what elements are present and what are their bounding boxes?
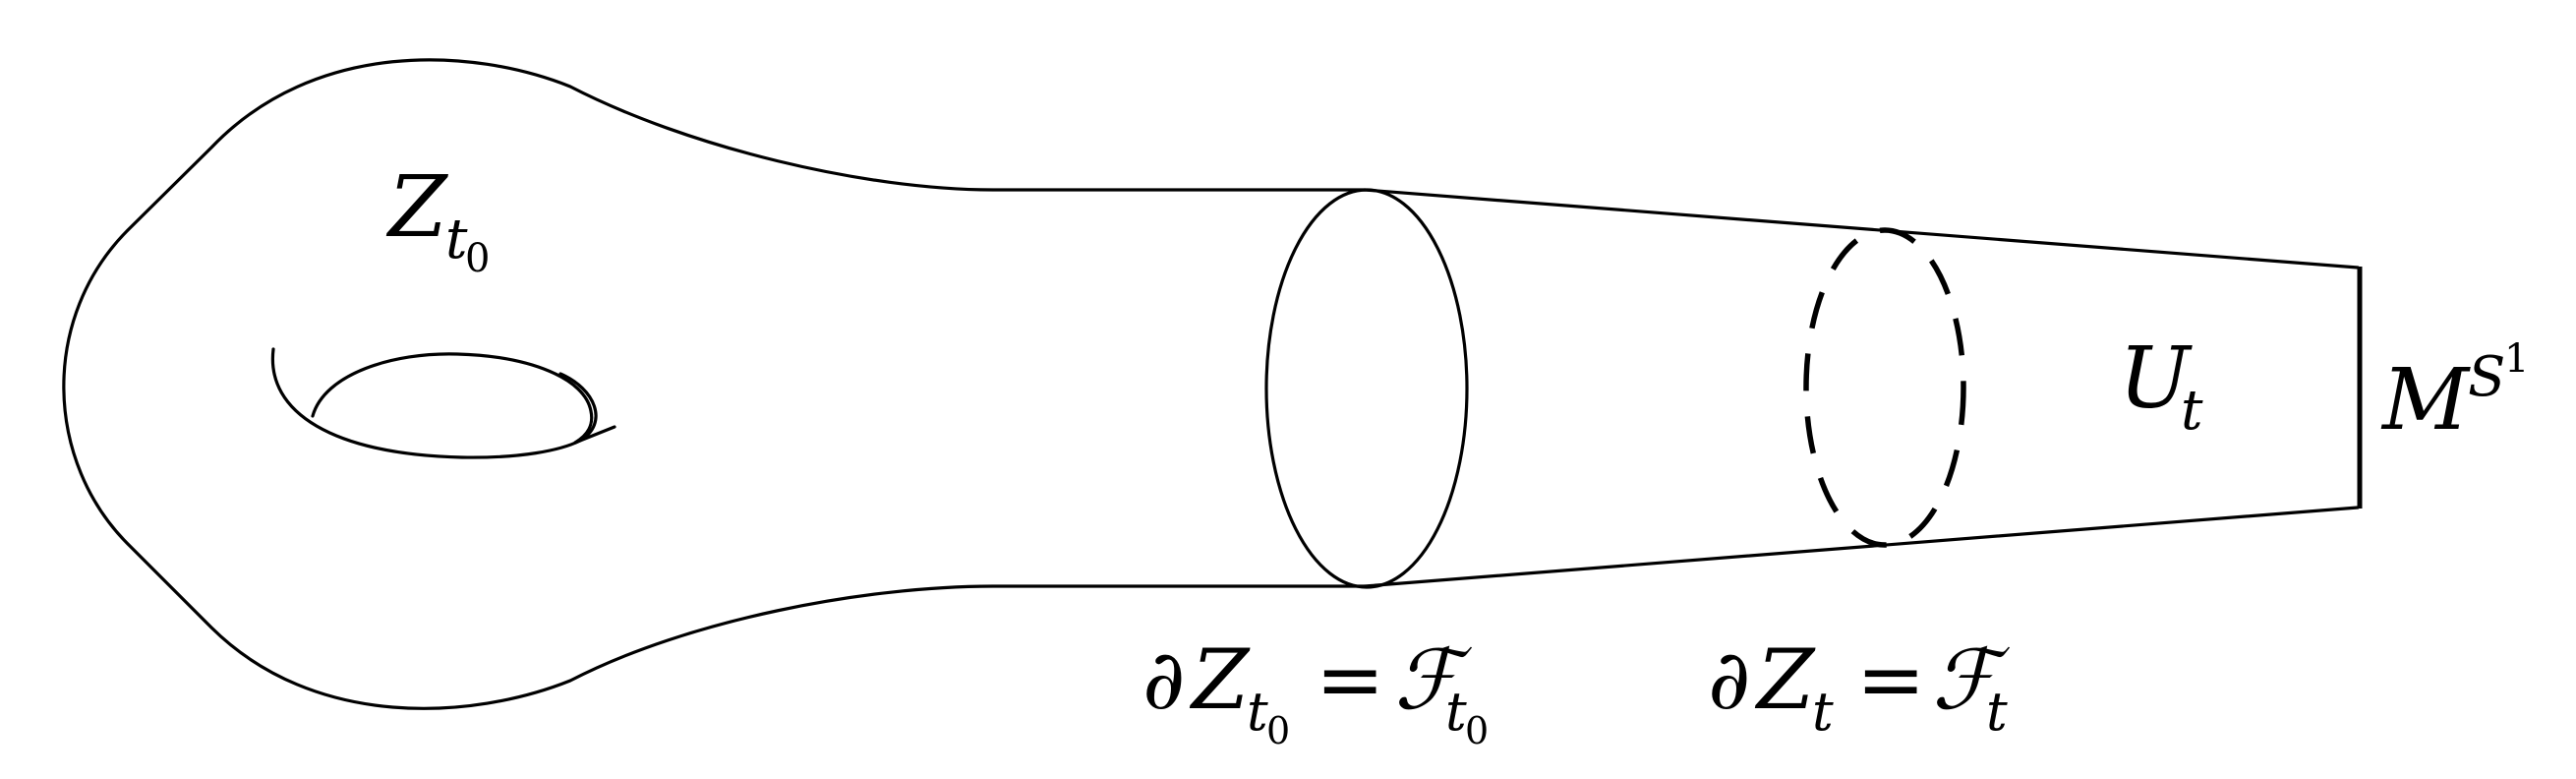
b-t-fsub: t (1986, 681, 2008, 743)
b-t0-eq: = (1316, 631, 1384, 728)
cylinder-bottom-line (1363, 506, 2360, 588)
b-t0-partial: ∂ (1142, 631, 1185, 728)
label-boundary-t: ∂ Z t = ℱ t (1708, 631, 2011, 743)
u-t-main: U (2119, 330, 2193, 428)
m-s1-main: M (2380, 351, 2471, 449)
b-t0-subsub: 0 (1266, 709, 1290, 752)
b-t0-z: Z (1189, 631, 1251, 728)
u-t-sub: t (2181, 379, 2203, 443)
label-m-s1: M S 1 (2380, 336, 2529, 449)
surface-outline-top (62, 58, 1367, 710)
z-t0-main: Z (385, 158, 448, 257)
z-t0-sub: t (445, 208, 468, 271)
b-t-sub: t (1812, 681, 1834, 743)
z-t0-subsub: 0 (465, 236, 490, 281)
b-t0-sub: t (1247, 681, 1268, 743)
handle-tail (573, 425, 616, 445)
m-s1-sup: S (2468, 345, 2505, 409)
b-t-eq: = (1856, 631, 1925, 728)
b-t0-fsubsub: 0 (1465, 709, 1489, 752)
boundary-circle-t0 (1264, 188, 1469, 589)
cylinder-top-line (1363, 188, 2360, 270)
m-s1-supsup: 1 (2504, 336, 2529, 382)
handle-upper-arc (311, 352, 594, 445)
label-u-t: U t (2119, 330, 2203, 443)
b-t-partial: ∂ (1708, 631, 1750, 728)
b-t0-fsub: t (1445, 681, 1467, 743)
label-z-t0: Z t 0 (385, 158, 490, 281)
handle-lower-arc (270, 347, 598, 459)
boundary-circle-t-dashed (1803, 227, 1966, 548)
b-t-z: Z (1754, 631, 1816, 728)
label-boundary-t0: ∂ Z t 0 = ℱ t 0 (1142, 631, 1489, 752)
